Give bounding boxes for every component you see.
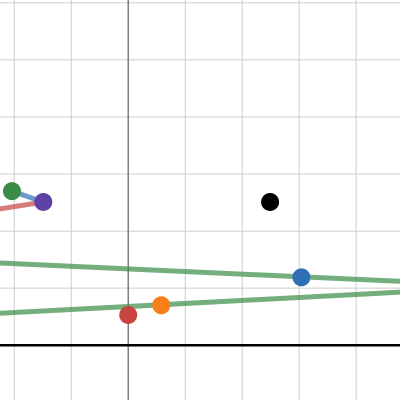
- point: [119, 305, 138, 324]
- line-segment: [0, 289, 400, 316]
- point: [152, 296, 171, 315]
- point: [2, 182, 21, 201]
- line-segment: [0, 260, 400, 284]
- point: [292, 268, 311, 287]
- point: [261, 192, 280, 211]
- point: [34, 192, 53, 211]
